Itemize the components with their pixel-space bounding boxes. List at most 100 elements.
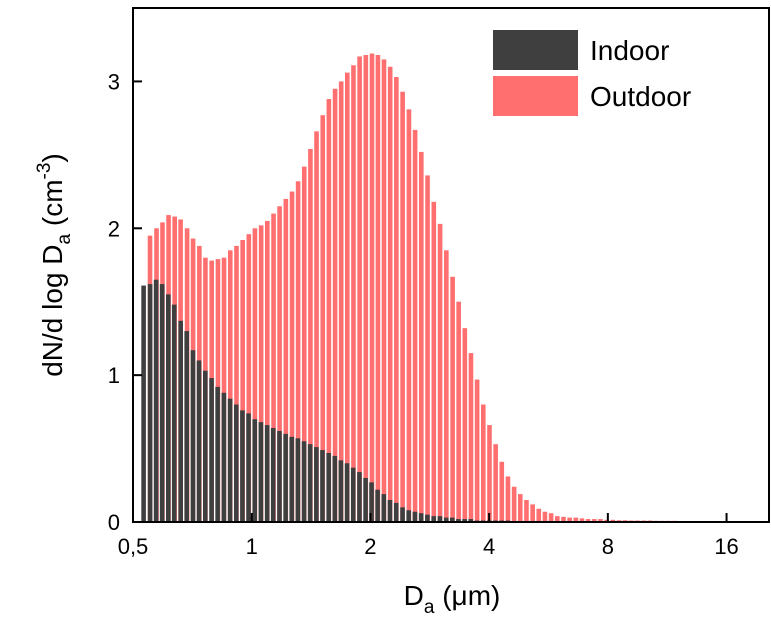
- bar-outdoor: [326, 99, 332, 523]
- bar-outdoor: [548, 513, 554, 522]
- bar-outdoor: [585, 519, 591, 522]
- bar-indoor: [240, 410, 245, 522]
- bar-outdoor: [406, 109, 412, 522]
- bar-indoor: [393, 502, 399, 522]
- x-axis: 0,5 1 2 4 8 16: [118, 513, 739, 559]
- bar-indoor: [289, 436, 295, 522]
- x-axis-label: Da (μm): [404, 580, 501, 618]
- x-axis-label-sub: a: [424, 597, 435, 618]
- bar-indoor: [456, 519, 461, 522]
- bar-indoor: [215, 386, 220, 522]
- bar-indoor: [190, 350, 196, 522]
- bar-outdoor: [431, 201, 437, 522]
- bar-indoor: [400, 507, 405, 522]
- bar-outdoor: [592, 519, 597, 522]
- bar-indoor: [252, 419, 258, 522]
- bar-outdoor: [567, 517, 572, 522]
- bar-indoor: [357, 472, 362, 522]
- bar-outdoor: [252, 228, 258, 523]
- bar-outdoor: [536, 508, 542, 522]
- bar-outdoor: [363, 54, 369, 523]
- y-axis-label-part1: dN/d log D: [37, 244, 68, 376]
- x-axis-label-rest: (μm): [434, 580, 500, 611]
- bar-indoor: [283, 433, 288, 522]
- bar-outdoor: [246, 234, 252, 522]
- bar-outdoor: [387, 66, 393, 523]
- bar-indoor: [418, 513, 424, 522]
- bar-outdoor: [351, 65, 356, 523]
- bar-outdoor: [554, 516, 560, 522]
- x-tick-label: 0,5: [118, 534, 149, 559]
- bar-indoor: [320, 450, 325, 522]
- bar-outdoor: [283, 198, 289, 522]
- bar-indoor: [277, 430, 282, 522]
- bar-outdoor: [338, 81, 344, 523]
- y-axis: 0 1 2 3: [108, 69, 142, 535]
- bar-indoor: [209, 378, 214, 522]
- bar-outdoor: [234, 245, 239, 522]
- bar-indoor: [307, 444, 313, 522]
- bar-outdoor: [468, 353, 474, 522]
- bar-outdoor: [444, 250, 449, 522]
- legend-label-indoor: Indoor: [590, 35, 669, 66]
- bar-outdoor: [320, 115, 326, 523]
- bar-indoor: [153, 279, 159, 522]
- bar-indoor: [141, 285, 146, 522]
- plot-frame: [132, 7, 770, 523]
- bar-indoor: [196, 360, 202, 522]
- bar-indoor: [233, 404, 239, 522]
- bar-outdoor: [425, 175, 430, 523]
- bar-indoor: [431, 516, 436, 522]
- x-axis-label-main: D: [404, 580, 424, 611]
- bar-outdoor: [561, 516, 566, 522]
- bar-outdoor: [573, 517, 579, 522]
- x-tick-label: 16: [714, 534, 738, 559]
- bar-outdoor: [505, 476, 511, 522]
- bar-indoor: [375, 489, 380, 522]
- y-tick-label: 2: [108, 216, 120, 241]
- legend-label-outdoor: Outdoor: [590, 81, 691, 112]
- bar-indoor: [270, 428, 276, 522]
- bar-outdoor: [579, 518, 585, 522]
- bar-indoor: [326, 452, 331, 522]
- y-axis-label-sup: -3: [34, 163, 55, 180]
- bar-indoor: [381, 494, 387, 522]
- y-tick-label: 0: [108, 510, 120, 535]
- bar-indoor: [178, 320, 183, 522]
- bar-outdoor: [227, 250, 233, 522]
- bar-outdoor: [258, 225, 264, 522]
- bar-outdoor: [394, 77, 399, 523]
- bar-outdoor: [240, 240, 245, 522]
- bar-indoor: [332, 455, 338, 522]
- bar-indoor: [184, 331, 189, 522]
- bar-indoor: [412, 511, 418, 522]
- bar-indoor: [314, 447, 319, 522]
- y-axis-label: dN/d log Da (cm-3): [34, 153, 75, 377]
- legend-swatch-outdoor: [493, 76, 578, 116]
- legend: Indoor Outdoor: [493, 30, 691, 116]
- bar-outdoor: [369, 53, 375, 522]
- bar-indoor: [363, 477, 368, 522]
- bar-outdoor: [480, 404, 486, 522]
- bar-outdoor: [357, 56, 362, 523]
- bar-indoor: [338, 460, 344, 522]
- bar-indoor: [147, 284, 153, 522]
- y-tick-label: 1: [108, 363, 120, 388]
- bar-outdoor: [456, 301, 461, 522]
- bar-indoor: [344, 463, 350, 522]
- bar-outdoor: [295, 181, 301, 523]
- bar-outdoor: [271, 213, 276, 522]
- bar-outdoor: [610, 519, 616, 522]
- bar-outdoor: [450, 276, 455, 522]
- bar-indoor: [437, 516, 443, 522]
- bar-indoor: [301, 441, 307, 522]
- bar-outdoor: [517, 494, 523, 522]
- outdoor-bars: [147, 53, 764, 523]
- x-tick-label: 4: [483, 534, 495, 559]
- bar-indoor: [369, 482, 374, 522]
- bar-indoor: [462, 519, 467, 522]
- indoor-bars: [141, 279, 757, 523]
- bar-indoor: [203, 370, 208, 522]
